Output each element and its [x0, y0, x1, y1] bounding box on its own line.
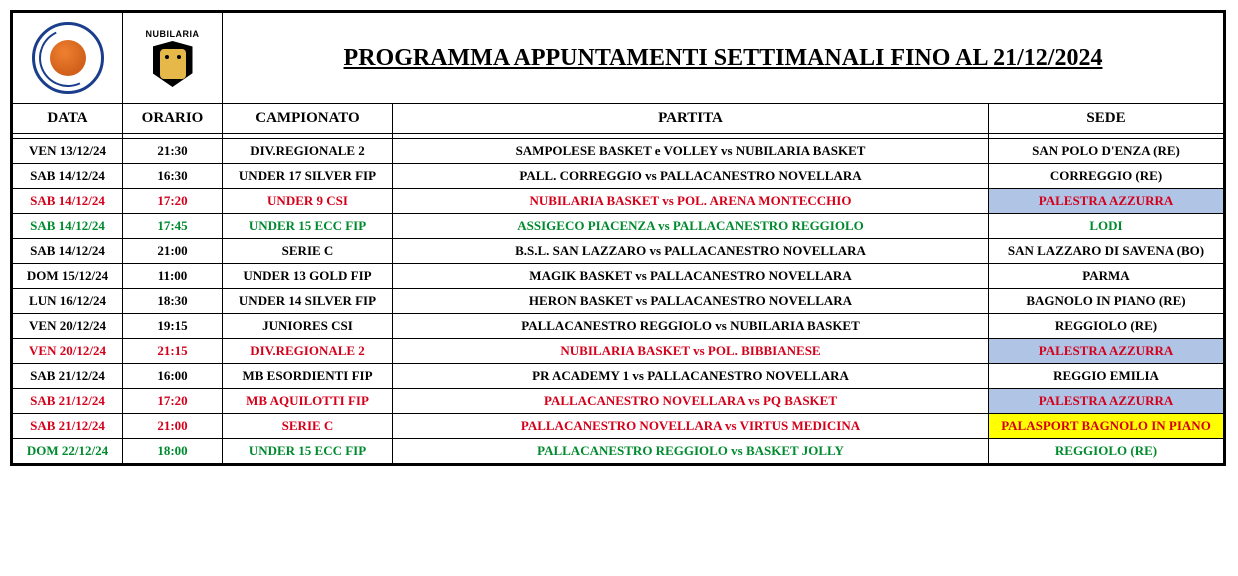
cell-partita: MAGIK BASKET vs PALLACANESTRO NOVELLARA — [393, 264, 989, 289]
cell-orario: 21:15 — [123, 339, 223, 364]
cell-orario: 17:20 — [123, 189, 223, 214]
cell-sede: REGGIO EMILIA — [989, 364, 1224, 389]
cell-orario: 11:00 — [123, 264, 223, 289]
cell-data: DOM 15/12/24 — [13, 264, 123, 289]
cell-orario: 21:30 — [123, 139, 223, 164]
cell-campionato: UNDER 15 ECC FIP — [223, 214, 393, 239]
table-row: VEN 20/12/2421:15DIV.REGIONALE 2NUBILARI… — [13, 339, 1224, 364]
logo-cell-2: NUBILARIA — [123, 13, 223, 104]
page-title: PROGRAMMA APPUNTAMENTI SETTIMANALI FINO … — [223, 13, 1224, 104]
cell-data: VEN 20/12/24 — [13, 314, 123, 339]
cell-data: LUN 16/12/24 — [13, 289, 123, 314]
cell-partita: PALLACANESTRO NOVELLARA vs VIRTUS MEDICI… — [393, 414, 989, 439]
logo-cell-1 — [13, 13, 123, 104]
cell-partita: PALLACANESTRO REGGIOLO vs BASKET JOLLY — [393, 439, 989, 464]
col-orario: ORARIO — [123, 104, 223, 134]
cell-sede: BAGNOLO IN PIANO (RE) — [989, 289, 1224, 314]
schedule-table: NUBILARIA PROGRAMMA APPUNTAMENTI SETTIMA… — [12, 12, 1224, 464]
cell-orario: 18:00 — [123, 439, 223, 464]
cell-orario: 21:00 — [123, 239, 223, 264]
cell-data: SAB 21/12/24 — [13, 414, 123, 439]
table-row: SAB 14/12/2416:30UNDER 17 SILVER FIPPALL… — [13, 164, 1224, 189]
cell-data: SAB 14/12/24 — [13, 214, 123, 239]
cell-sede: LODI — [989, 214, 1224, 239]
cell-campionato: MB ESORDIENTI FIP — [223, 364, 393, 389]
logo-nubilaria: NUBILARIA — [123, 13, 222, 103]
cell-partita: NUBILARIA BASKET vs POL. ARENA MONTECCHI… — [393, 189, 989, 214]
table-row: SAB 21/12/2416:00MB ESORDIENTI FIPPR ACA… — [13, 364, 1224, 389]
cell-sede: PALESTRA AZZURRA — [989, 339, 1224, 364]
cell-sede: SAN POLO D'ENZA (RE) — [989, 139, 1224, 164]
table-row: SAB 14/12/2421:00SERIE CB.S.L. SAN LAZZA… — [13, 239, 1224, 264]
cell-orario: 19:15 — [123, 314, 223, 339]
cell-sede: PALESTRA AZZURRA — [989, 189, 1224, 214]
cell-orario: 21:00 — [123, 414, 223, 439]
table-row: SAB 21/12/2417:20MB AQUILOTTI FIPPALLACA… — [13, 389, 1224, 414]
cell-campionato: UNDER 15 ECC FIP — [223, 439, 393, 464]
cell-data: SAB 21/12/24 — [13, 364, 123, 389]
cell-partita: SAMPOLESE BASKET e VOLLEY vs NUBILARIA B… — [393, 139, 989, 164]
cell-campionato: UNDER 14 SILVER FIP — [223, 289, 393, 314]
cell-sede: PALASPORT BAGNOLO IN PIANO — [989, 414, 1224, 439]
cell-data: SAB 14/12/24 — [13, 189, 123, 214]
cell-orario: 17:20 — [123, 389, 223, 414]
cell-partita: HERON BASKET vs PALLACANESTRO NOVELLARA — [393, 289, 989, 314]
cell-partita: PR ACADEMY 1 vs PALLACANESTRO NOVELLARA — [393, 364, 989, 389]
column-header-row: DATA ORARIO CAMPIONATO PARTITA SEDE — [13, 104, 1224, 134]
cell-data: VEN 13/12/24 — [13, 139, 123, 164]
col-partita: PARTITA — [393, 104, 989, 134]
cell-sede: CORREGGIO (RE) — [989, 164, 1224, 189]
cell-partita: NUBILARIA BASKET vs POL. BIBBIANESE — [393, 339, 989, 364]
table-row: VEN 13/12/2421:30DIV.REGIONALE 2SAMPOLES… — [13, 139, 1224, 164]
table-row: SAB 14/12/2417:20UNDER 9 CSINUBILARIA BA… — [13, 189, 1224, 214]
cell-sede: PALESTRA AZZURRA — [989, 389, 1224, 414]
header-row: NUBILARIA PROGRAMMA APPUNTAMENTI SETTIMA… — [13, 13, 1224, 104]
table-row: VEN 20/12/2419:15JUNIORES CSIPALLACANEST… — [13, 314, 1224, 339]
cell-campionato: JUNIORES CSI — [223, 314, 393, 339]
table-row: DOM 22/12/2418:00UNDER 15 ECC FIPPALLACA… — [13, 439, 1224, 464]
table-row: LUN 16/12/2418:30UNDER 14 SILVER FIPHERO… — [13, 289, 1224, 314]
cell-data: SAB 14/12/24 — [13, 239, 123, 264]
cell-partita: ASSIGECO PIACENZA vs PALLACANESTRO REGGI… — [393, 214, 989, 239]
cell-campionato: SERIE C — [223, 414, 393, 439]
col-sede: SEDE — [989, 104, 1224, 134]
cell-orario: 16:00 — [123, 364, 223, 389]
cell-orario: 16:30 — [123, 164, 223, 189]
cell-campionato: MB AQUILOTTI FIP — [223, 389, 393, 414]
cell-campionato: DIV.REGIONALE 2 — [223, 339, 393, 364]
cell-data: SAB 14/12/24 — [13, 164, 123, 189]
cell-partita: PALL. CORREGGIO vs PALLACANESTRO NOVELLA… — [393, 164, 989, 189]
cell-data: SAB 21/12/24 — [13, 389, 123, 414]
col-campionato: CAMPIONATO — [223, 104, 393, 134]
table-row: SAB 14/12/2417:45UNDER 15 ECC FIPASSIGEC… — [13, 214, 1224, 239]
cell-sede: PARMA — [989, 264, 1224, 289]
table-row: DOM 15/12/2411:00UNDER 13 GOLD FIPMAGIK … — [13, 264, 1224, 289]
cell-partita: PALLACANESTRO NOVELLARA vs PQ BASKET — [393, 389, 989, 414]
cell-campionato: SERIE C — [223, 239, 393, 264]
cell-campionato: UNDER 9 CSI — [223, 189, 393, 214]
schedule-table-wrap: NUBILARIA PROGRAMMA APPUNTAMENTI SETTIMA… — [10, 10, 1226, 466]
col-data: DATA — [13, 104, 123, 134]
cell-partita: PALLACANESTRO REGGIOLO vs NUBILARIA BASK… — [393, 314, 989, 339]
cell-orario: 18:30 — [123, 289, 223, 314]
cell-campionato: DIV.REGIONALE 2 — [223, 139, 393, 164]
cell-campionato: UNDER 17 SILVER FIP — [223, 164, 393, 189]
cell-partita: B.S.L. SAN LAZZARO vs PALLACANESTRO NOVE… — [393, 239, 989, 264]
cell-sede: REGGIOLO (RE) — [989, 439, 1224, 464]
table-row: SAB 21/12/2421:00SERIE CPALLACANESTRO NO… — [13, 414, 1224, 439]
cell-orario: 17:45 — [123, 214, 223, 239]
cell-data: DOM 22/12/24 — [13, 439, 123, 464]
cell-sede: SAN LAZZARO DI SAVENA (BO) — [989, 239, 1224, 264]
cell-data: VEN 20/12/24 — [13, 339, 123, 364]
cell-sede: REGGIOLO (RE) — [989, 314, 1224, 339]
logo-pallacanestro — [13, 13, 122, 103]
cell-campionato: UNDER 13 GOLD FIP — [223, 264, 393, 289]
